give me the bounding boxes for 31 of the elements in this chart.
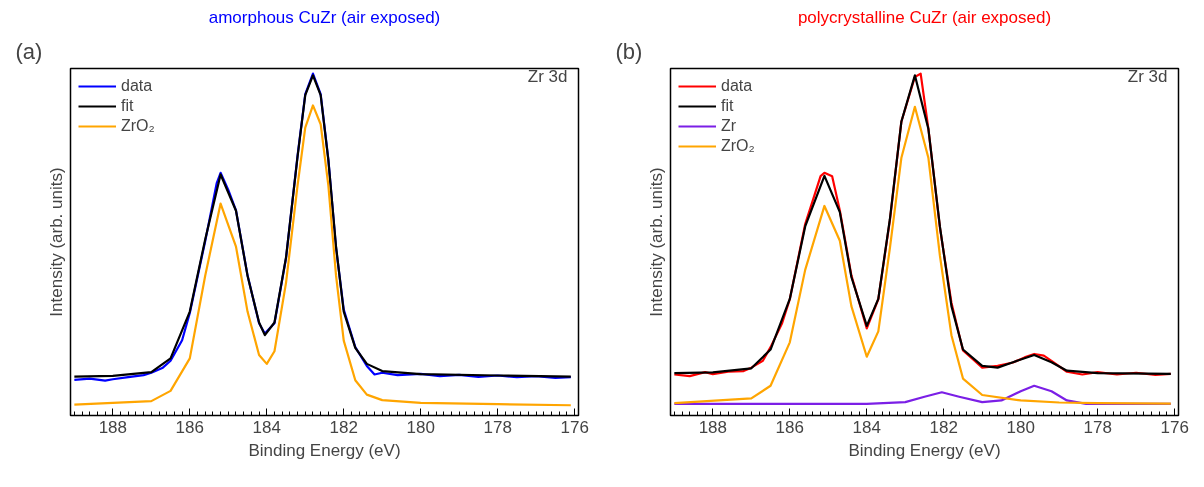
- x-tick-label: 188: [98, 417, 128, 437]
- x-axis-title: Binding Energy (eV): [848, 440, 1001, 460]
- annotation: Zr 3d: [1127, 66, 1168, 86]
- x-tick-label: 184: [252, 417, 281, 437]
- legend-label: fit: [721, 96, 735, 116]
- x-axis-title: Binding Energy (eV): [248, 440, 401, 460]
- x-tick-label: 180: [1006, 417, 1035, 437]
- x-tick-label: 178: [483, 417, 512, 437]
- x-tick-label: 182: [929, 417, 958, 437]
- legend-label: data: [121, 76, 153, 96]
- x-tick-label: 178: [1083, 417, 1112, 437]
- annotation: Zr 3d: [527, 66, 568, 86]
- x-tick-label: 188: [698, 417, 728, 437]
- chart-title: amorphous CuZr (air exposed): [208, 7, 441, 27]
- x-tick-label: 176: [1160, 417, 1189, 437]
- y-axis-title: Intensity (arb. units): [46, 167, 66, 317]
- x-tick-label: 186: [775, 417, 804, 437]
- legend-label: data: [721, 76, 753, 96]
- x-tick-label: 182: [329, 417, 358, 437]
- text: (a): [15, 38, 43, 64]
- legend-label: ZrO₂: [721, 136, 755, 156]
- x-tick-label: 176: [560, 417, 589, 437]
- legend-label: Zr: [721, 116, 738, 136]
- x-tick-label: 186: [175, 417, 204, 437]
- legend-label: fit: [121, 96, 135, 116]
- legend-label: ZrO₂: [121, 116, 155, 136]
- x-tick-label: 180: [406, 417, 435, 437]
- x-tick-label: 184: [852, 417, 881, 437]
- chart-title: polycrystalline CuZr (air exposed): [797, 7, 1052, 27]
- y-axis-title: Intensity (arb. units): [646, 167, 666, 317]
- text: (b): [615, 38, 643, 64]
